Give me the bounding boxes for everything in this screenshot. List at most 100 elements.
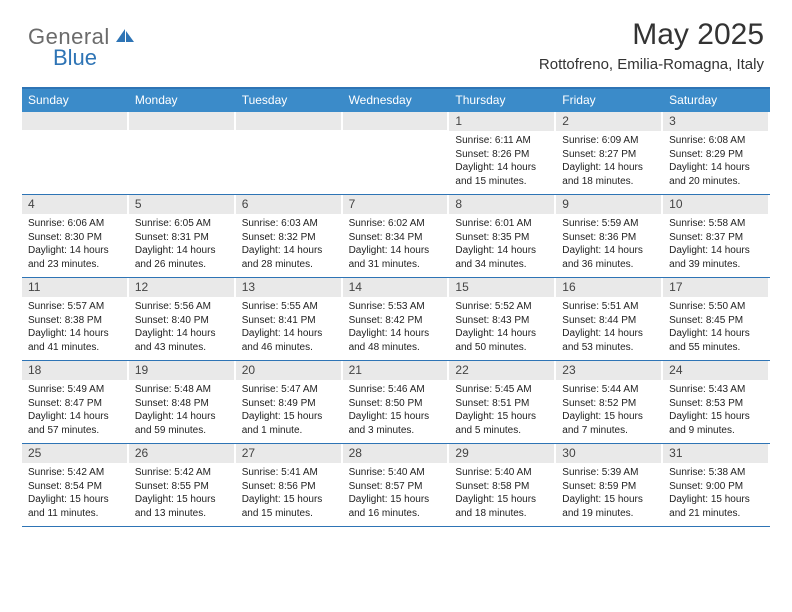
daylight-line: Daylight: 15 hours and 18 minutes.	[455, 493, 552, 520]
calendar-cell: 14Sunrise: 5:53 AMSunset: 8:42 PMDayligh…	[343, 278, 450, 360]
sunrise-line: Sunrise: 5:45 AM	[455, 383, 552, 397]
calendar-cell: 20Sunrise: 5:47 AMSunset: 8:49 PMDayligh…	[236, 361, 343, 443]
sunrise-line: Sunrise: 5:40 AM	[455, 466, 552, 480]
daylight-line: Daylight: 14 hours and 59 minutes.	[135, 410, 232, 437]
day-info: Sunrise: 6:11 AMSunset: 8:26 PMDaylight:…	[449, 134, 554, 188]
sunrise-line: Sunrise: 6:03 AM	[242, 217, 339, 231]
day-header: Monday	[129, 89, 236, 112]
daylight-line: Daylight: 14 hours and 39 minutes.	[669, 244, 766, 271]
day-info: Sunrise: 6:05 AMSunset: 8:31 PMDaylight:…	[129, 217, 234, 271]
daylight-line: Daylight: 14 hours and 53 minutes.	[562, 327, 659, 354]
sunrise-line: Sunrise: 6:11 AM	[455, 134, 552, 148]
blank-daynum	[343, 112, 448, 130]
daylight-line: Daylight: 14 hours and 28 minutes.	[242, 244, 339, 271]
sunset-line: Sunset: 8:56 PM	[242, 480, 339, 494]
calendar-cell: 10Sunrise: 5:58 AMSunset: 8:37 PMDayligh…	[663, 195, 770, 277]
location-subtitle: Rottofreno, Emilia-Romagna, Italy	[539, 56, 764, 73]
calendar-cell: 16Sunrise: 5:51 AMSunset: 8:44 PMDayligh…	[556, 278, 663, 360]
sunrise-line: Sunrise: 5:57 AM	[28, 300, 125, 314]
sunset-line: Sunset: 8:48 PM	[135, 397, 232, 411]
calendar-cell: 31Sunrise: 5:38 AMSunset: 9:00 PMDayligh…	[663, 444, 770, 526]
day-number: 23	[556, 361, 661, 380]
calendar-cell: 22Sunrise: 5:45 AMSunset: 8:51 PMDayligh…	[449, 361, 556, 443]
day-number: 12	[129, 278, 234, 297]
sunset-line: Sunset: 8:31 PM	[135, 231, 232, 245]
day-info: Sunrise: 5:53 AMSunset: 8:42 PMDaylight:…	[343, 300, 448, 354]
day-info: Sunrise: 5:55 AMSunset: 8:41 PMDaylight:…	[236, 300, 341, 354]
sunrise-line: Sunrise: 5:48 AM	[135, 383, 232, 397]
sunrise-line: Sunrise: 5:49 AM	[28, 383, 125, 397]
calendar: SundayMondayTuesdayWednesdayThursdayFrid…	[22, 87, 770, 527]
daylight-line: Daylight: 14 hours and 36 minutes.	[562, 244, 659, 271]
daylight-line: Daylight: 14 hours and 50 minutes.	[455, 327, 552, 354]
title-block: May 2025 Rottofreno, Emilia-Romagna, Ita…	[539, 18, 764, 73]
daylight-line: Daylight: 14 hours and 34 minutes.	[455, 244, 552, 271]
calendar-cell: 17Sunrise: 5:50 AMSunset: 8:45 PMDayligh…	[663, 278, 770, 360]
day-info: Sunrise: 5:47 AMSunset: 8:49 PMDaylight:…	[236, 383, 341, 437]
day-number: 13	[236, 278, 341, 297]
calendar-cell: 26 Sunrise: 5:42 AMSunset: 8:55 PMDayligh…	[129, 444, 236, 526]
daylight-line: Daylight: 15 hours and 19 minutes.	[562, 493, 659, 520]
day-info: Sunrise: 5:43 AMSunset: 8:53 PMDaylight:…	[663, 383, 768, 437]
sail-icon	[114, 27, 136, 50]
calendar-cell: 2Sunrise: 6:09 AMSunset: 8:27 PMDaylight…	[556, 112, 663, 194]
sunset-line: Sunset: 8:42 PM	[349, 314, 446, 328]
sunset-line: Sunset: 8:47 PM	[28, 397, 125, 411]
day-info: Sunrise: 5:39 AMSunset: 8:59 PMDaylight:…	[556, 466, 661, 520]
sunrise-line: Sunrise: 5:51 AM	[562, 300, 659, 314]
sunrise-line: Sunrise: 5:46 AM	[349, 383, 446, 397]
day-header: Thursday	[449, 89, 556, 112]
sunrise-line: Sunrise: 6:05 AM	[135, 217, 232, 231]
day-info: Sunrise: 5:57 AMSunset: 8:38 PMDaylight:…	[22, 300, 127, 354]
daylight-line: Daylight: 15 hours and 21 minutes.	[669, 493, 766, 520]
day-number: 26	[129, 444, 234, 463]
sunrise-line: Sunrise: 5:44 AM	[562, 383, 659, 397]
sunrise-line: Sunrise: 5:41 AM	[242, 466, 339, 480]
day-info: Sunrise: 6:01 AMSunset: 8:35 PMDaylight:…	[449, 217, 554, 271]
sunset-line: Sunset: 8:36 PM	[562, 231, 659, 245]
day-info: Sunrise: 5:50 AMSunset: 8:45 PMDaylight:…	[663, 300, 768, 354]
day-info: Sunrise: 5:40 AMSunset: 8:57 PMDaylight:…	[343, 466, 448, 520]
daylight-line: Daylight: 14 hours and 48 minutes.	[349, 327, 446, 354]
sunrise-line: Sunrise: 6:06 AM	[28, 217, 125, 231]
sunset-line: Sunset: 8:51 PM	[455, 397, 552, 411]
day-number: 6	[236, 195, 341, 214]
sunrise-line: Sunrise: 5:58 AM	[669, 217, 766, 231]
day-number: 16	[556, 278, 661, 297]
day-number: 15	[449, 278, 554, 297]
day-number: 2	[556, 112, 661, 131]
calendar-cell: 19Sunrise: 5:48 AMSunset: 8:48 PMDayligh…	[129, 361, 236, 443]
daylight-line: Daylight: 14 hours and 31 minutes.	[349, 244, 446, 271]
sunset-line: Sunset: 8:29 PM	[669, 148, 766, 162]
day-info: Sunrise: 5:42 AMSunset: 8:55 PMDaylight:…	[129, 466, 234, 520]
sunrise-line: Sunrise: 6:08 AM	[669, 134, 766, 148]
calendar-cell: 28Sunrise: 5:40 AMSunset: 8:57 PMDayligh…	[343, 444, 450, 526]
daylight-line: Daylight: 15 hours and 11 minutes.	[28, 493, 125, 520]
day-number: 18	[22, 361, 127, 380]
day-number: 3	[663, 112, 768, 131]
day-number: 24	[663, 361, 768, 380]
sunset-line: Sunset: 8:45 PM	[669, 314, 766, 328]
day-info: Sunrise: 6:08 AMSunset: 8:29 PMDaylight:…	[663, 134, 768, 188]
daylight-line: Daylight: 14 hours and 41 minutes.	[28, 327, 125, 354]
sunrise-line: Sunrise: 5:55 AM	[242, 300, 339, 314]
day-header: Sunday	[22, 89, 129, 112]
day-number: 25	[22, 444, 127, 463]
calendar-cell: 27Sunrise: 5:41 AMSunset: 8:56 PMDayligh…	[236, 444, 343, 526]
sunrise-line: Sunrise: 5:42 AM	[135, 466, 232, 480]
day-number: 31	[663, 444, 768, 463]
sunrise-line: Sunrise: 5:50 AM	[669, 300, 766, 314]
day-number: 30	[556, 444, 661, 463]
sunset-line: Sunset: 8:35 PM	[455, 231, 552, 245]
calendar-grid: 1Sunrise: 6:11 AMSunset: 8:26 PMDaylight…	[22, 112, 770, 527]
sunset-line: Sunset: 8:49 PM	[242, 397, 339, 411]
day-number: 9	[556, 195, 661, 214]
day-number: 10	[663, 195, 768, 214]
blank-daynum	[236, 112, 341, 130]
sunset-line: Sunset: 8:59 PM	[562, 480, 659, 494]
sunset-line: Sunset: 8:26 PM	[455, 148, 552, 162]
daylight-line: Daylight: 15 hours and 1 minute.	[242, 410, 339, 437]
day-number: 4	[22, 195, 127, 214]
sunrise-line: Sunrise: 6:02 AM	[349, 217, 446, 231]
sunset-line: Sunset: 9:00 PM	[669, 480, 766, 494]
